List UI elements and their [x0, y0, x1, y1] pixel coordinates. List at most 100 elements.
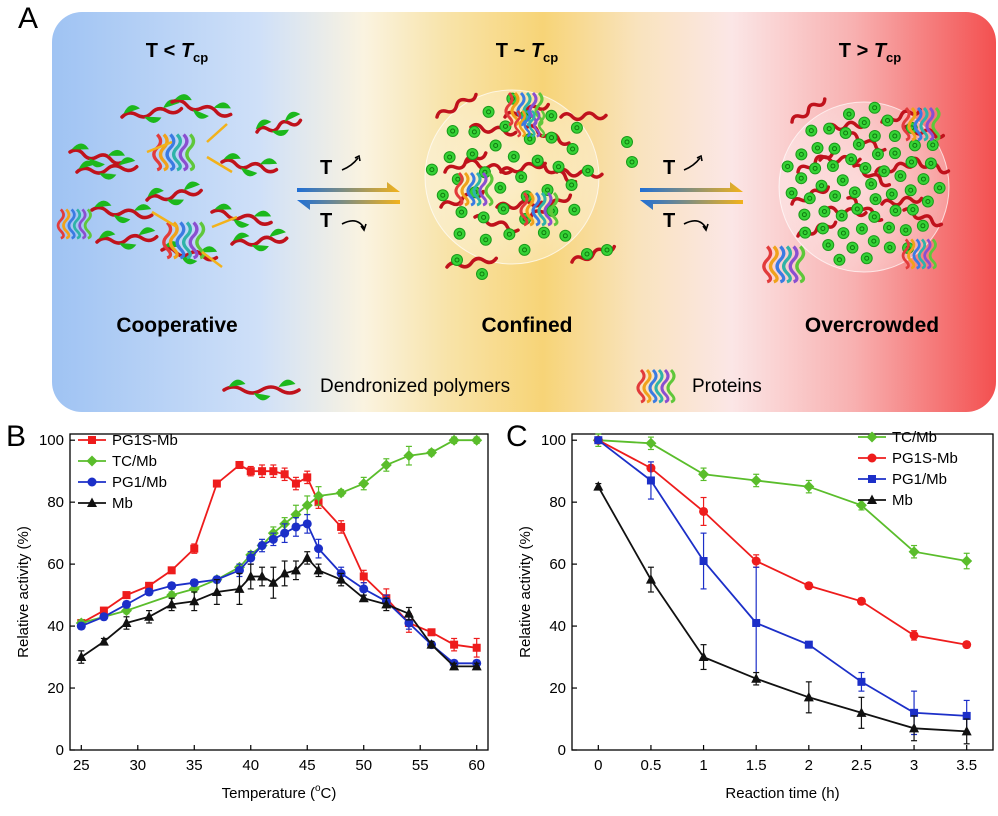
polymer-chain — [75, 157, 139, 180]
state-label-cooperative: Cooperative — [116, 314, 238, 337]
dendron-dot — [494, 181, 507, 194]
dendron-dot — [835, 209, 848, 222]
data-point — [76, 621, 86, 631]
dendron-dot — [855, 222, 868, 235]
legend-marker — [87, 477, 97, 487]
data-point — [450, 640, 459, 649]
dendron-dot — [507, 150, 520, 163]
data-point — [472, 643, 481, 652]
polymer-chain — [435, 92, 478, 119]
dendron-dot — [829, 189, 842, 202]
polymer-chain — [559, 111, 608, 122]
dendron-dot — [837, 227, 850, 240]
data-point — [301, 499, 313, 511]
data-point — [190, 544, 199, 553]
data-point — [856, 707, 867, 717]
equilibrium-arrow-1 — [297, 154, 400, 232]
data-point — [212, 479, 221, 488]
dendron-dot — [803, 192, 816, 205]
chart-legend: PG1S-Mb TC/Mb PG1/Mb Mb — [78, 432, 178, 512]
x-tick-label: 3.5 — [956, 757, 977, 774]
interaction-arrow — [151, 210, 178, 229]
interaction-arrow — [211, 215, 238, 229]
data-point — [313, 564, 324, 575]
dendron-dot — [545, 109, 558, 122]
data-point — [404, 618, 414, 628]
data-point — [645, 437, 657, 449]
y-tick-label: 100 — [541, 432, 566, 449]
dendron-dot — [888, 147, 901, 160]
series-line — [80, 522, 477, 665]
polymer-chain — [790, 97, 827, 124]
polymer-chain — [255, 111, 303, 137]
dendron-dot — [531, 154, 544, 167]
interaction-arrow — [201, 251, 223, 268]
dendron-dot — [436, 189, 449, 202]
dendron-dot — [916, 219, 929, 232]
dendron-dot — [552, 160, 565, 173]
data-point — [245, 571, 256, 581]
dendron-dot — [566, 143, 579, 156]
polymer-chain — [120, 99, 184, 123]
dendron-dot — [842, 108, 855, 121]
legend-label: PG1/Mb — [892, 471, 947, 488]
dendron-dot — [497, 202, 510, 215]
dendron-dot — [845, 153, 858, 166]
y-tick-label: 0 — [558, 742, 566, 759]
x-tick-label: 25 — [73, 757, 90, 774]
dendron-dot — [443, 151, 456, 164]
data-point — [962, 711, 971, 720]
dendron-dot — [871, 148, 884, 161]
dendron-dot — [568, 203, 581, 216]
data-point — [359, 572, 368, 581]
equilibrium-arrow-2 — [640, 154, 743, 232]
data-point — [646, 476, 655, 485]
dendron-dot — [805, 124, 818, 137]
data-point — [246, 467, 255, 476]
y-tick-label: 0 — [56, 742, 64, 759]
polymer-chain — [230, 228, 289, 252]
protein-ribbon — [454, 171, 494, 207]
dendron-dot — [917, 173, 930, 186]
data-point — [279, 567, 290, 578]
legend-marker — [86, 455, 98, 467]
data-point — [98, 636, 109, 646]
polymer-chain — [499, 161, 547, 174]
dendron-dot — [451, 254, 463, 266]
data-point — [121, 599, 131, 609]
x-tick-label: 2.5 — [851, 757, 872, 774]
data-point — [698, 651, 709, 662]
data-point — [909, 630, 919, 640]
dendron-dot — [921, 195, 934, 208]
series-line — [80, 556, 477, 668]
plot-frame — [69, 433, 489, 751]
x-tick-label: 60 — [468, 757, 485, 774]
data-point — [189, 595, 200, 606]
protein-ribbon — [762, 245, 806, 284]
data-point — [167, 581, 177, 591]
confined-illustration — [424, 89, 638, 280]
dendron-dot — [899, 224, 912, 237]
polymer-chain — [90, 200, 154, 224]
x-tick-label: 30 — [129, 757, 146, 774]
data-point — [909, 722, 920, 733]
dendron-dot — [455, 206, 468, 219]
chart-c: 0 0.5 1 1.5 2 2.5 3 3.5 0 20 40 60 80 100 Relative act… — [517, 429, 994, 802]
data-point — [290, 564, 301, 575]
series-PG1/Mb — [594, 436, 971, 736]
data-point — [314, 544, 324, 554]
dendron-dot — [888, 130, 901, 143]
x-tick-label: 35 — [186, 757, 203, 774]
legend-icons — [222, 368, 676, 404]
legend-marker — [88, 436, 96, 444]
interaction-arrow — [206, 123, 228, 143]
protein-ribbon — [519, 191, 559, 227]
data-point — [167, 566, 176, 575]
y-tick-label: 40 — [47, 618, 64, 635]
dendron-dot — [839, 126, 852, 139]
data-point — [426, 639, 437, 649]
y-tick-label: 100 — [39, 432, 64, 449]
data-point — [750, 474, 762, 486]
data-point — [593, 481, 604, 491]
dendron-dot — [489, 139, 502, 152]
